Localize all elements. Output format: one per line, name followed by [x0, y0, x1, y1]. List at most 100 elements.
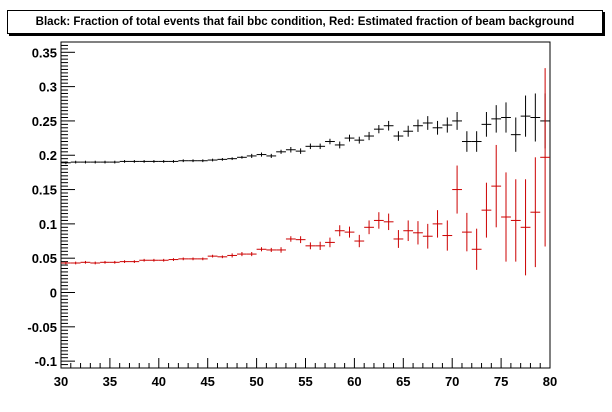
data-point: [305, 242, 316, 250]
data-point: [315, 241, 326, 250]
data-point: [471, 131, 482, 152]
data-point: [413, 119, 423, 132]
y-tick-label: 0.3: [39, 80, 57, 95]
data-point: [168, 160, 179, 163]
data-point: [383, 120, 394, 131]
x-tick-label: 55: [298, 374, 312, 389]
plot-frame: [60, 41, 551, 369]
data-point: [109, 160, 120, 164]
data-point: [149, 160, 159, 163]
data-point: [246, 252, 257, 257]
data-point: [334, 225, 345, 237]
y-tick-label: 0: [50, 286, 57, 301]
y-tick-label: -0.05: [27, 320, 57, 335]
data-point: [256, 152, 267, 157]
data-point: [100, 160, 110, 164]
data-point: [129, 260, 140, 263]
data-point: [315, 143, 326, 150]
data-point: [61, 261, 71, 265]
data-point: [364, 220, 374, 235]
data-point: [237, 155, 247, 159]
data-point: [510, 117, 521, 152]
data-point: [325, 237, 335, 248]
data-point: [158, 160, 169, 163]
data-point: [452, 165, 462, 214]
data-point: [178, 159, 189, 163]
y-tick-label: 0.05: [32, 251, 57, 266]
data-point: [188, 159, 198, 163]
data-point: [432, 120, 443, 135]
data-point: [266, 153, 277, 158]
data-point: [217, 255, 228, 259]
data-point: [119, 260, 130, 263]
data-point: [168, 258, 179, 261]
y-tick-label: 0.35: [32, 45, 57, 60]
y-tick-label: 0.25: [32, 114, 57, 129]
data-point: [129, 160, 140, 163]
data-point: [237, 252, 247, 257]
data-point: [119, 160, 130, 163]
data-point: [100, 260, 110, 264]
y-axis: -0.1 -0.05 0 0.05 0.1 0.15 0.2 0.25 0.3 0.35: [27, 41, 75, 369]
x-axis: 30 35 40 45 50 55 60 65 70 75 80: [54, 358, 557, 389]
data-point: [373, 125, 384, 134]
data-point: [354, 136, 365, 144]
data-point: [70, 261, 81, 265]
data-point: [285, 147, 296, 153]
data-point: [149, 258, 159, 262]
data-point: [305, 143, 316, 150]
data-point: [422, 116, 433, 130]
data-point: [364, 131, 374, 141]
data-point: [197, 159, 208, 163]
y-tick-label: 0.1: [39, 217, 57, 232]
data-point: [178, 257, 189, 261]
data-point: [295, 148, 306, 154]
data-point: [266, 247, 277, 253]
data-point: [540, 68, 550, 247]
data-point: [61, 161, 71, 165]
data-point: [256, 247, 267, 252]
data-point: [344, 226, 355, 238]
data-point: [197, 257, 208, 261]
data-point: [432, 210, 443, 238]
data-point: [530, 93, 541, 142]
data-point: [276, 247, 286, 253]
data-point: [334, 141, 345, 149]
data-point: [481, 182, 492, 238]
data-point: [471, 228, 482, 270]
data-point: [90, 261, 101, 265]
data-point: [227, 253, 238, 258]
data-point: [491, 105, 502, 133]
x-tick-label: 40: [152, 374, 166, 389]
x-tick-label: 45: [200, 374, 214, 389]
series-layer: [61, 68, 550, 276]
data-point: [344, 134, 355, 142]
y-tick-label: 0.15: [32, 183, 57, 198]
x-tick-label: 50: [249, 374, 263, 389]
data-point: [139, 160, 150, 163]
series-red: [61, 68, 550, 276]
data-point: [393, 131, 404, 141]
data-point: [207, 158, 218, 162]
data-point: [530, 157, 541, 268]
data-point: [501, 102, 511, 133]
data-point: [207, 254, 218, 258]
data-point: [158, 258, 169, 262]
data-point: [393, 230, 404, 248]
x-tick-label: 60: [347, 374, 361, 389]
data-point: [501, 172, 511, 262]
data-point: [373, 212, 384, 229]
data-point: [403, 125, 414, 137]
data-point: [246, 153, 257, 158]
data-point: [90, 160, 101, 164]
data-point: [461, 131, 472, 152]
data-point: [325, 138, 335, 145]
chart-title: Black: Fraction of total events that fai…: [7, 10, 603, 34]
data-point: [452, 112, 462, 130]
data-point: [139, 258, 150, 262]
data-point: [70, 160, 81, 164]
x-tick-label: 30: [54, 374, 68, 389]
data-point: [491, 144, 502, 228]
x-tick-label: 35: [103, 374, 117, 389]
data-point: [276, 149, 286, 154]
